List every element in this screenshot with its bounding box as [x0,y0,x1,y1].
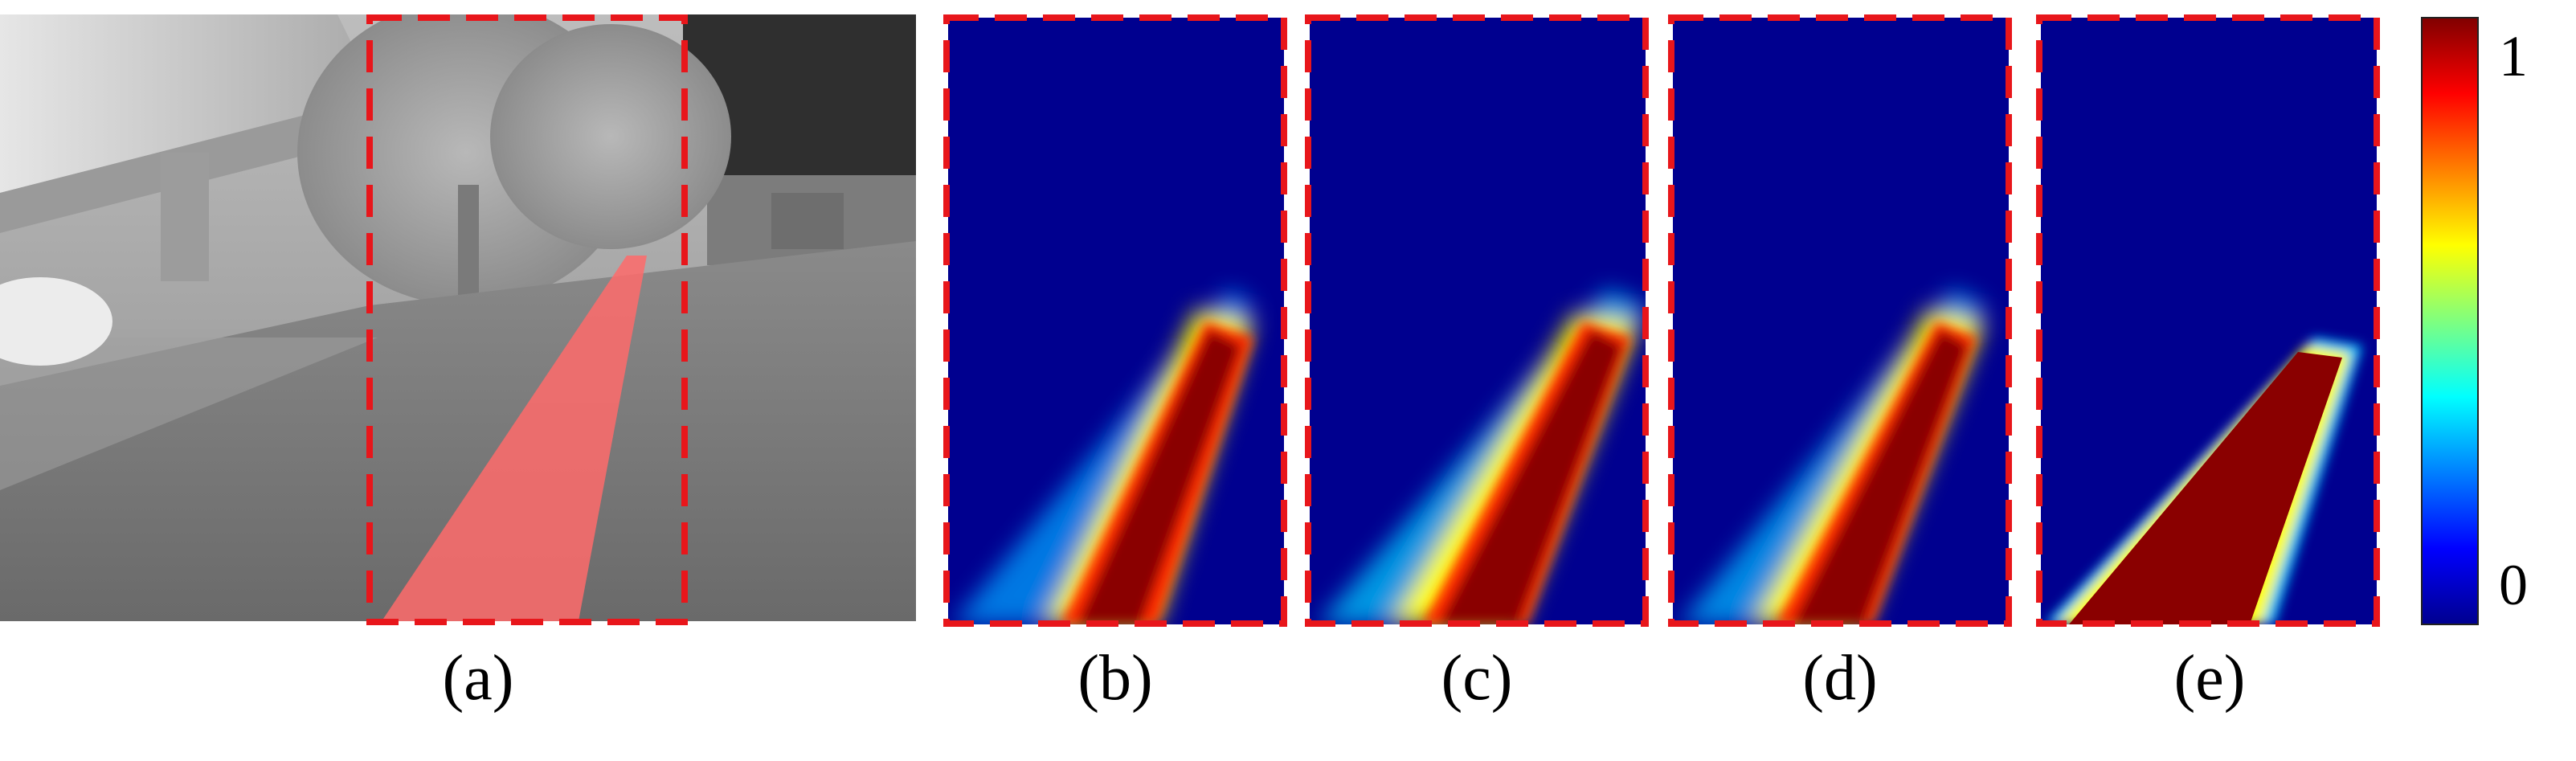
panel-a-caption: (a) [443,643,514,714]
panel-c-heatmap [1310,18,1646,624]
panel-a-highlight-box [366,14,688,625]
panel-c-caption: (c) [1441,643,1513,714]
panel-b-heatmap [948,18,1284,624]
panel-d-caption: (d) [1802,643,1877,714]
colorbar-min-label: 0 [2499,553,2528,617]
panel-b-highlight-box [943,14,1287,627]
colorbar-max-label: 1 [2499,24,2528,88]
panel-d-highlight-box [1668,14,2012,627]
panel-a-thermal-photo [0,14,916,621]
panel-c-highlight-box [1305,14,1649,627]
panel-d-heatmap [1673,18,2009,624]
panel-b-caption: (b) [1077,643,1152,714]
panel-e-caption: (e) [2174,643,2246,714]
colorbar [2421,17,2479,625]
path-overlay [382,256,647,621]
panel-e-highlight-box [2036,14,2380,627]
panel-e-heatmap [2041,18,2377,624]
